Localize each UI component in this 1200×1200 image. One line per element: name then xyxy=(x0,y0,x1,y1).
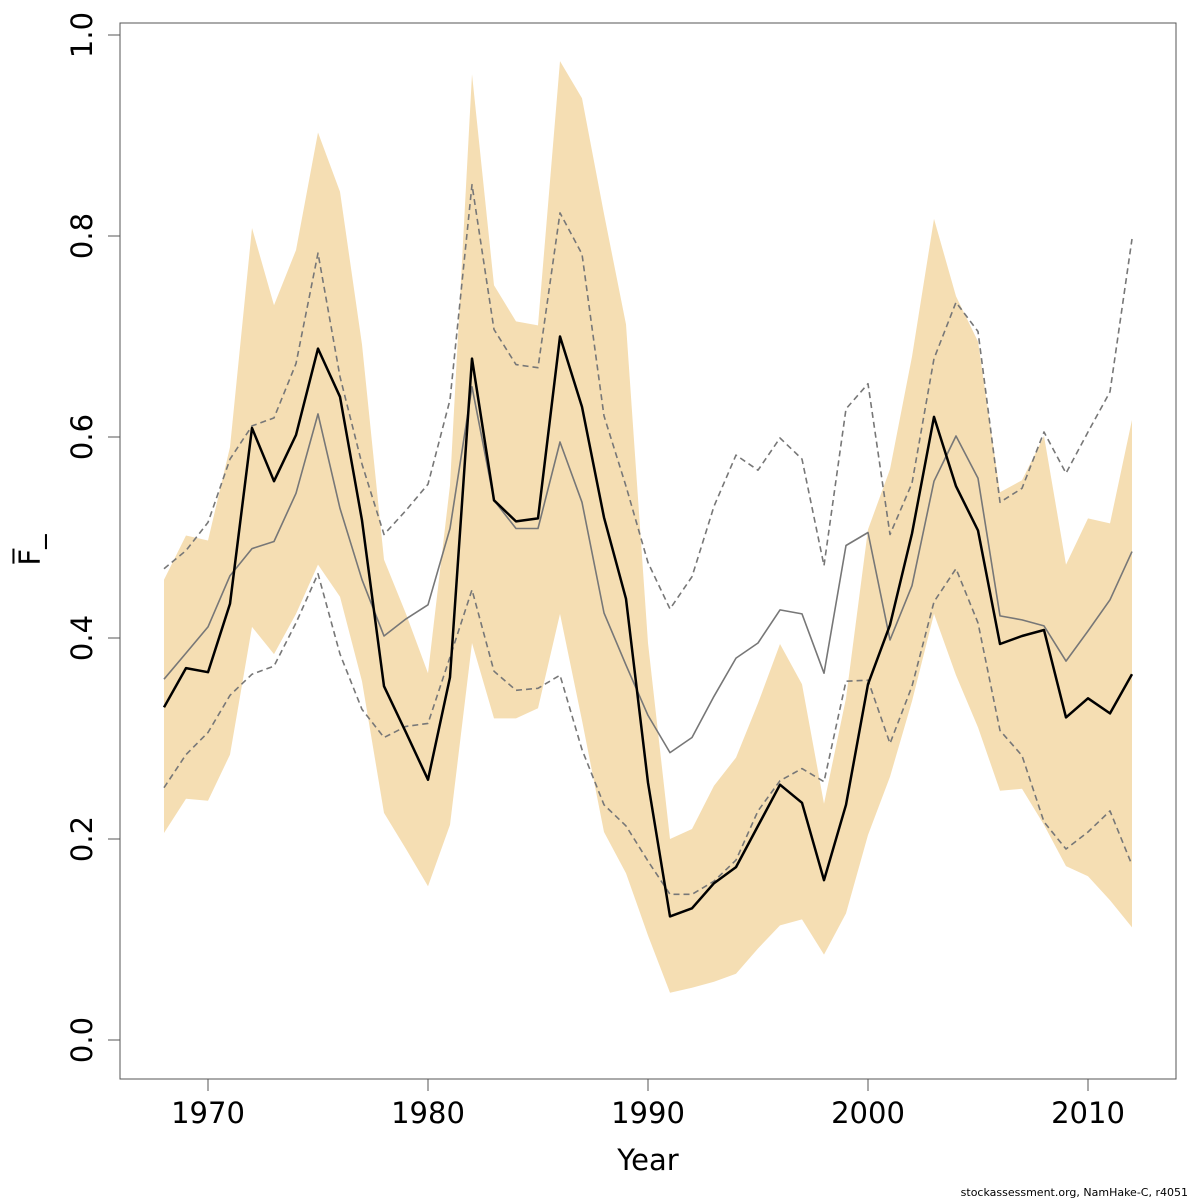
x-axis: 1970 1980 1990 2000 2010 xyxy=(171,1078,1125,1130)
series-line-gray xyxy=(163,385,1133,754)
series-line-gray-dashed-upper xyxy=(163,183,1133,610)
y-tick-label: 0.4 xyxy=(65,615,99,661)
x-tick-label: 1970 xyxy=(171,1096,245,1130)
x-tick-label: 1980 xyxy=(391,1096,465,1130)
footer-credit: stockassessment.org, NamHake-C, r4051 xyxy=(960,1186,1188,1199)
x-axis-title: Year xyxy=(616,1143,678,1177)
y-axis: 0.0 0.2 0.4 0.6 0.8 1.0 xyxy=(65,12,121,1063)
y-tick-label: 0.2 xyxy=(65,816,99,862)
y-tick-label: 0.8 xyxy=(65,213,99,259)
y-tick-label: 0.6 xyxy=(65,414,99,460)
series-line-gray-dashed-lower xyxy=(163,567,1133,896)
y-tick-label: 0.0 xyxy=(65,1017,99,1063)
series-lines-layer xyxy=(162,183,1134,918)
y-tick-label: 1.0 xyxy=(65,12,99,58)
x-tick-label: 2000 xyxy=(831,1096,905,1130)
confidence-band-layer xyxy=(164,61,1132,993)
x-tick-label: 2010 xyxy=(1051,1096,1125,1130)
x-tick-label: 1990 xyxy=(611,1096,685,1130)
series-line-estimate xyxy=(162,335,1134,918)
confidence-band xyxy=(164,61,1132,993)
y-axis-title: F̅_ xyxy=(13,534,47,566)
